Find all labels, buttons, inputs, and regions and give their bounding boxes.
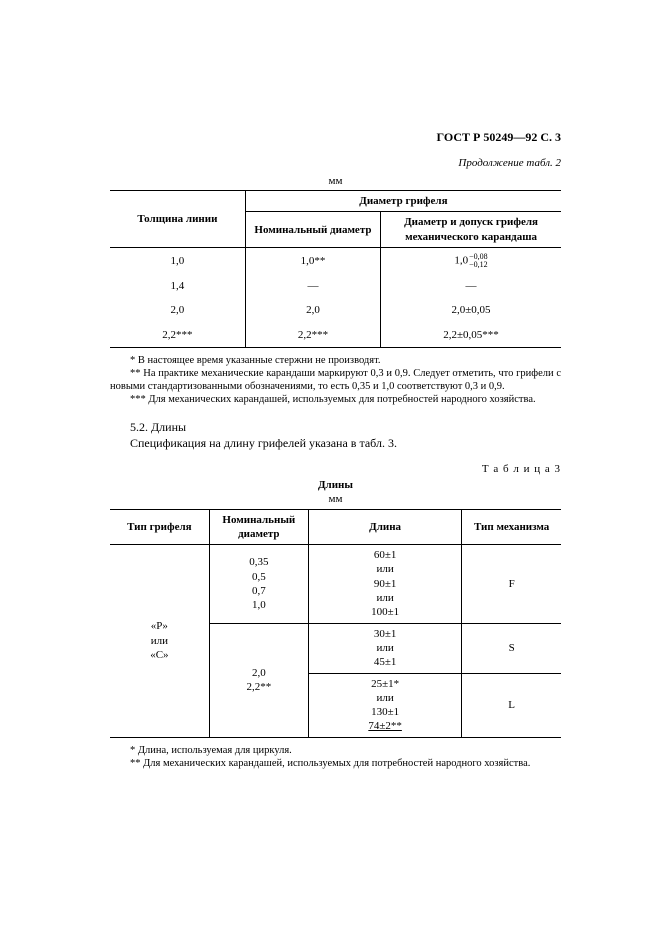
note-line: *** Для механических карандашей, использ…	[110, 393, 561, 406]
table2-caption: Длины	[110, 478, 561, 492]
cell-diam: 2,0 2,2**	[209, 623, 308, 737]
cell-diam: 0,35 0,5 0,7 1,0	[209, 545, 308, 623]
l: 90±1	[374, 578, 397, 590]
d: 0,7	[252, 585, 266, 597]
d: 0,5	[252, 571, 266, 583]
l: 30±1	[374, 628, 397, 640]
table-row: 1,0 1,0** 1,0−0,08−0,12	[110, 248, 561, 275]
doc-header: ГОСТ Р 50249—92 С. 3	[110, 130, 561, 146]
cell-type: «P» или «C»	[110, 545, 209, 738]
cell: 2,0	[110, 298, 245, 322]
type-c: «C»	[150, 649, 168, 661]
section-title: 5.2. Длины	[110, 420, 561, 436]
cell-mech: L	[462, 673, 561, 737]
l: или	[376, 692, 393, 704]
table1-notes: * В настоящее время указанные стержни не…	[110, 354, 561, 407]
d: 2,0	[252, 667, 266, 679]
cell-mech: F	[462, 545, 561, 623]
cell: 1,0−0,08−0,12	[381, 248, 561, 275]
note-line: ** На практике механические карандаши ма…	[110, 367, 561, 393]
table-row: 2,2*** 2,2*** 2,2±0,05***	[110, 323, 561, 348]
cell: 2,0±0,05	[381, 298, 561, 322]
cell: 1,4	[110, 274, 245, 298]
d: 1,0	[252, 599, 266, 611]
cell-base: 1,0	[454, 255, 468, 267]
l: 74±2**	[368, 720, 402, 732]
tol-bot: −0,12	[469, 260, 488, 269]
continuation-label: Продолжение табл. 2	[110, 156, 561, 170]
t2-h2: Номинальный диаметр	[209, 509, 308, 545]
d: 0,35	[249, 556, 268, 568]
t1-h1: Толщина линии	[110, 191, 245, 248]
table1-unit: мм	[110, 174, 561, 188]
cell-len: 60±1 или 90±1 или 100±1	[308, 545, 461, 623]
l: или	[376, 592, 393, 604]
l: 25±1*	[371, 678, 399, 690]
note-line: * В настоящее время указанные стержни не…	[110, 354, 561, 367]
section-text: Спецификация на длину грифелей указана в…	[110, 436, 561, 452]
note-line: * Длина, используемая для циркуля.	[110, 744, 561, 757]
cell-len: 30±1 или 45±1	[308, 623, 461, 673]
t2-h4: Тип механизма	[462, 509, 561, 545]
note-line: ** Для механических карандашей, использу…	[110, 757, 561, 770]
l: или	[376, 563, 393, 575]
cell-mech: S	[462, 623, 561, 673]
t2-h1: Тип грифеля	[110, 509, 209, 545]
table2-unit: мм	[110, 492, 561, 506]
cell: —	[381, 274, 561, 298]
table-2: Тип грифеля Номинальный диаметр Длина Ти…	[110, 509, 561, 738]
cell: 2,0	[245, 298, 380, 322]
l: или	[376, 642, 393, 654]
cell: 1,0	[110, 248, 245, 275]
t1-h2: Номинальный диаметр	[245, 212, 380, 248]
cell: 2,2±0,05***	[381, 323, 561, 348]
t1-h3: Диаметр и допуск грифеля механического к…	[381, 212, 561, 248]
l: 60±1	[374, 549, 397, 561]
table-row: 1,4 — —	[110, 274, 561, 298]
l: 100±1	[371, 606, 399, 618]
d: 2,2**	[246, 681, 271, 693]
table-row: «P» или «C» 0,35 0,5 0,7 1,0 60±1 или 90…	[110, 545, 561, 623]
t1-group-header: Диаметр грифеля	[245, 191, 561, 212]
l: 130±1	[371, 706, 399, 718]
section-5-2: 5.2. Длины Спецификация на длину грифеле…	[110, 420, 561, 451]
table2-notes: * Длина, используемая для циркуля. ** Дл…	[110, 744, 561, 770]
cell-len: 25±1* или 130±1 74±2**	[308, 673, 461, 737]
table-1: Толщина линии Диаметр грифеля Номинальны…	[110, 190, 561, 348]
type-p: «P»	[151, 620, 168, 632]
table2-label: Т а б л и ц а 3	[110, 462, 561, 476]
cell: —	[245, 274, 380, 298]
cell: 1,0**	[245, 248, 380, 275]
t2-h3: Длина	[308, 509, 461, 545]
l: 45±1	[374, 656, 397, 668]
type-or: или	[151, 635, 168, 647]
cell: 2,2***	[245, 323, 380, 348]
table-row: 2,0 2,0 2,0±0,05	[110, 298, 561, 322]
cell: 2,2***	[110, 323, 245, 348]
